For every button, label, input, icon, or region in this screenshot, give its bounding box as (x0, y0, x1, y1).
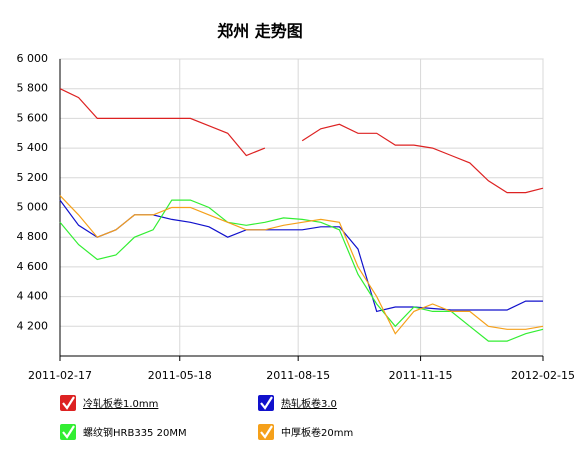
legend-label[interactable]: 螺纹钢HRB335 20MM (83, 426, 187, 439)
x-tick-label: 2011-11-15 (389, 369, 453, 382)
series-line (59, 88, 544, 194)
series-line (59, 199, 544, 342)
series-line (59, 195, 544, 335)
y-tick-label: 4 600 (17, 260, 49, 273)
x-tick-label: 2011-08-15 (266, 369, 330, 382)
x-tick-label: 2011-02-17 (28, 369, 92, 382)
legend-check (260, 396, 273, 410)
x-tick-label: 2011-05-18 (148, 369, 212, 382)
y-tick-label: 4 800 (17, 230, 49, 243)
legend-check (260, 425, 273, 439)
chart-title: 郑州 走势图 (217, 22, 303, 41)
y-tick-label: 5 800 (17, 82, 49, 95)
y-tick-label: 5 400 (17, 141, 49, 154)
y-tick-label: 5 600 (17, 111, 49, 124)
y-tick-label: 4 400 (17, 290, 49, 303)
y-tick-label: 6 000 (17, 52, 49, 65)
legend-label[interactable]: 冷轧板卷1.0mm (83, 397, 158, 410)
y-tick-label: 5 000 (17, 201, 49, 214)
y-tick-label: 4 200 (17, 319, 49, 332)
legend-check (62, 396, 75, 410)
legend-label[interactable]: 热轧板卷3.0 (281, 397, 337, 410)
legend-label[interactable]: 中厚板卷20mm (281, 426, 353, 439)
x-tick-label: 2012-02-15 (511, 369, 575, 382)
legend-check (62, 425, 75, 439)
y-tick-label: 5 200 (17, 171, 49, 184)
